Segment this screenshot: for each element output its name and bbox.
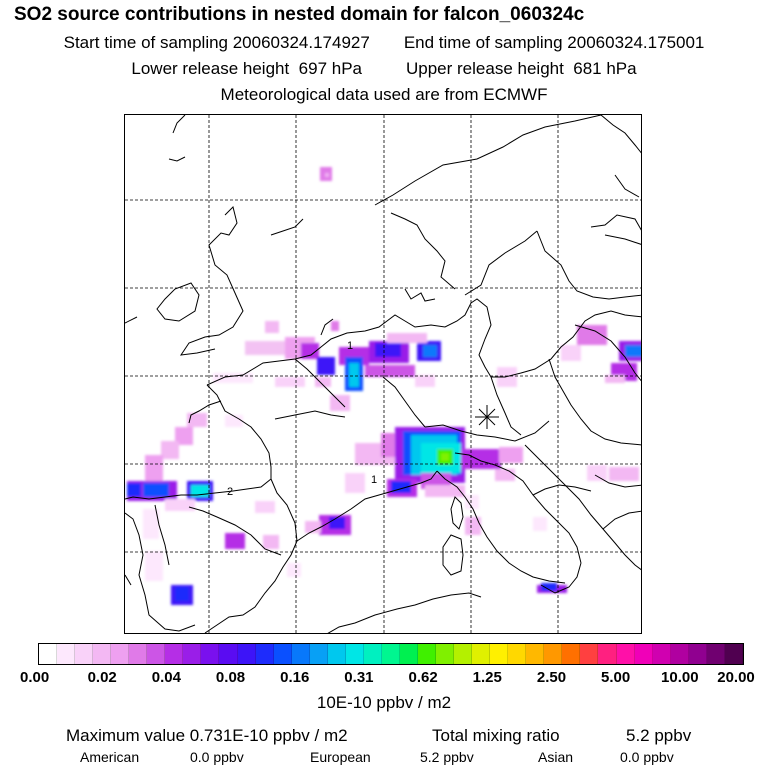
colorbar xyxy=(38,643,744,665)
total-mixing-value: 5.2 ppbv xyxy=(626,726,692,745)
contour-label: 2 xyxy=(227,486,233,498)
colorbar-tick-label: 0.02 xyxy=(87,669,117,686)
colorbar-swatch xyxy=(706,644,725,664)
contour-label: 1 xyxy=(347,340,353,352)
colorbar-swatch xyxy=(57,644,76,664)
colorbar-swatch xyxy=(327,644,346,664)
region-value: 5.2 ppbv xyxy=(420,749,474,765)
colorbar-tick-label: 0.16 xyxy=(280,669,310,686)
colorbar-swatch xyxy=(616,644,635,664)
map-svg: 1 1 2 xyxy=(125,115,641,633)
colorbar-swatch xyxy=(219,644,238,664)
colorbar-tick-label: 0.08 xyxy=(215,669,246,686)
colorbar-tick-label: 0.62 xyxy=(408,669,438,686)
star-icon xyxy=(475,405,499,429)
colorbar-swatch xyxy=(39,644,58,664)
colorbar-swatch xyxy=(381,644,400,664)
concentration-field xyxy=(127,167,641,605)
colorbar-swatch xyxy=(111,644,130,664)
colorbar-swatch xyxy=(417,644,437,664)
release-heights: Lower release height 697 hPa Upper releas… xyxy=(0,59,768,79)
colorbar-swatch xyxy=(508,644,527,664)
colorbar-swatch xyxy=(670,644,689,664)
colorbar-tick-label: 1.25 xyxy=(472,669,502,686)
colorbar-swatch xyxy=(183,644,202,664)
colorbar-swatch xyxy=(724,644,743,664)
colorbar-swatch xyxy=(598,644,617,664)
region-value: 0.0 ppbv xyxy=(620,749,674,765)
colorbar-tick-label: 10.00 xyxy=(661,669,699,686)
sampling-times: Start time of sampling 20060324.174927 En… xyxy=(0,33,768,53)
sampling-start: Start time of sampling 20060324.174927 xyxy=(63,33,370,52)
colorbar-swatch xyxy=(93,644,112,664)
region-name: American xyxy=(80,749,140,765)
colorbar-swatch xyxy=(345,644,364,664)
colorbar-tick-label: 0.04 xyxy=(151,669,181,686)
sampling-end: End time of sampling 20060324.175001 xyxy=(403,33,705,52)
colorbar-swatch xyxy=(309,644,328,664)
colorbar-tick-label: 0.00 xyxy=(20,669,50,686)
colorbar-swatch xyxy=(129,644,148,664)
release-upper: Upper release height 681 hPa xyxy=(406,59,637,78)
colorbar-swatch xyxy=(652,644,671,664)
colorbar-tick-label: 0.31 xyxy=(344,669,374,686)
region-value: 0.0 ppbv xyxy=(190,749,244,765)
meteo-source: Meteorological data used are from ECMWF xyxy=(220,85,548,104)
colorbar-swatch xyxy=(580,644,599,664)
colorbar-swatch xyxy=(237,644,256,664)
colorbar-units: 10E-10 ppbv / m2 xyxy=(316,693,452,712)
colorbar-swatch xyxy=(436,644,455,664)
colorbar-swatch xyxy=(688,644,707,664)
coastlines xyxy=(125,115,641,633)
colorbar-swatch xyxy=(75,644,94,664)
colorbar-swatch xyxy=(201,644,220,664)
colorbar-swatch xyxy=(147,644,166,664)
region-name: Asian xyxy=(538,749,574,765)
colorbar-swatch xyxy=(562,644,581,664)
colorbar-tick-label: 20.00 xyxy=(717,669,755,686)
page-title: SO2 source contributions in nested domai… xyxy=(14,4,585,25)
max-value: Maximum value 0.731E-10 ppbv / m2 xyxy=(66,726,348,745)
colorbar-swatch xyxy=(291,644,310,664)
colorbar-swatch xyxy=(165,644,184,664)
region-name: European xyxy=(310,749,371,765)
release-lower: Lower release height 697 hPa xyxy=(131,59,362,78)
colorbar-swatch xyxy=(526,644,545,664)
colorbar-swatch xyxy=(273,644,292,664)
map-panel: 1 1 2 xyxy=(124,114,642,634)
colorbar-tick-label: 5.00 xyxy=(601,669,631,686)
colorbar-swatch xyxy=(363,644,382,664)
colorbar-swatch xyxy=(255,644,274,664)
colorbar-swatch xyxy=(490,644,509,664)
colorbar-tick-label: 2.50 xyxy=(536,669,567,686)
colorbar-swatch xyxy=(544,644,563,664)
colorbar-swatch xyxy=(472,644,491,664)
colorbar-swatch xyxy=(399,644,418,664)
colorbar-swatch xyxy=(454,644,473,664)
contour-label: 1 xyxy=(371,474,377,486)
colorbar-swatch xyxy=(634,644,653,664)
total-mixing-label: Total mixing ratio xyxy=(432,726,560,745)
lat-lon-grid xyxy=(125,115,641,633)
